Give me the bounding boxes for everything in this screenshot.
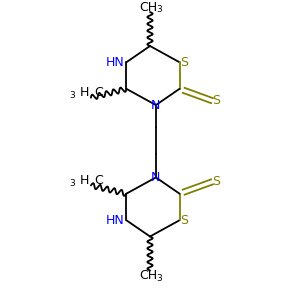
Text: 3: 3 (157, 5, 162, 14)
Text: C: C (94, 174, 103, 187)
Text: 3: 3 (70, 91, 76, 100)
Text: HN: HN (106, 214, 125, 227)
Text: N: N (151, 171, 160, 184)
Text: 3: 3 (70, 179, 76, 188)
Text: S: S (212, 176, 220, 188)
Text: C: C (94, 86, 103, 99)
Text: N: N (151, 99, 160, 112)
Text: S: S (212, 94, 220, 107)
Text: CH: CH (140, 269, 158, 282)
Text: S: S (180, 214, 188, 227)
Text: CH: CH (140, 1, 158, 13)
Text: 3: 3 (157, 274, 162, 283)
Text: H: H (80, 174, 89, 187)
Text: HN: HN (106, 56, 125, 69)
Text: S: S (180, 56, 188, 69)
Text: H: H (80, 86, 89, 99)
